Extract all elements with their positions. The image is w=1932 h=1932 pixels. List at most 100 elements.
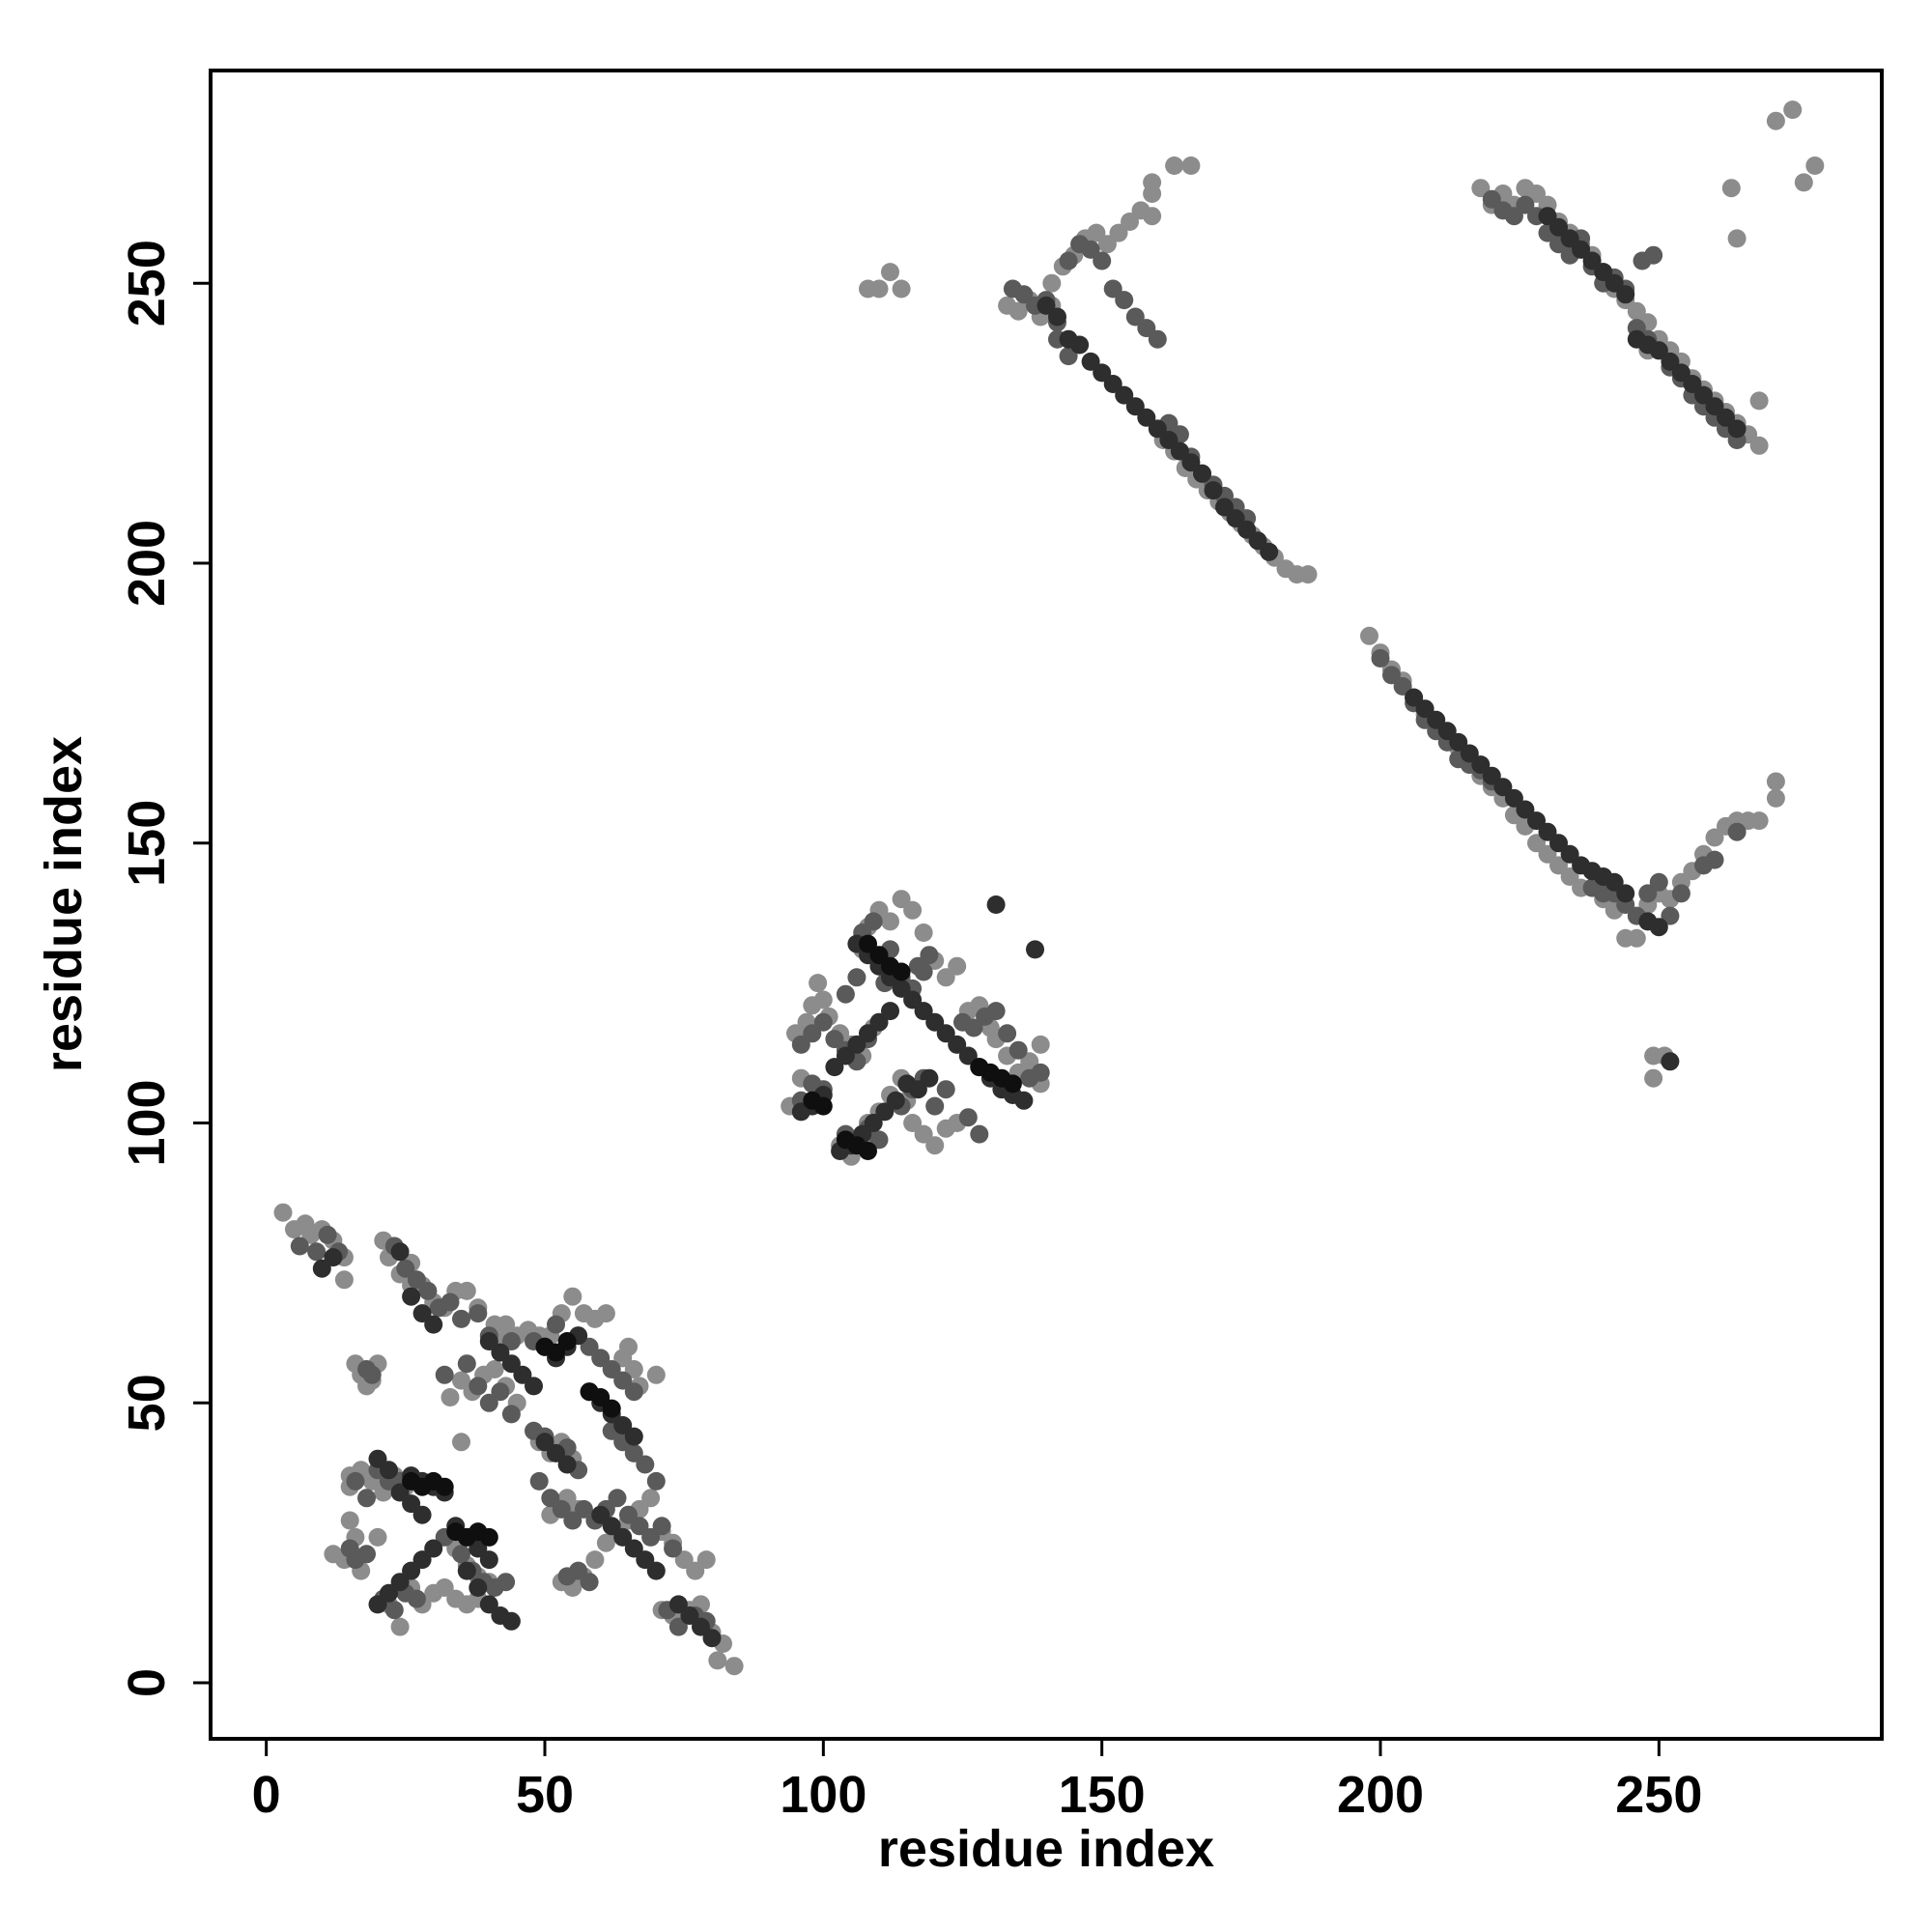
y-tick-label: 100: [118, 1079, 176, 1166]
contact-point-light: [497, 1315, 516, 1334]
contact-point-dark: [1582, 251, 1602, 270]
contact-point-dark: [1103, 375, 1122, 393]
contact-point-light: [1627, 928, 1646, 948]
contact-point-mid: [384, 1601, 404, 1620]
contact-point-light: [948, 956, 967, 976]
contact-point-light: [1009, 301, 1028, 321]
contact-point-dark: [380, 1461, 398, 1480]
y-tick-label: 150: [118, 800, 176, 887]
contact-point-dark: [368, 1449, 387, 1468]
contact-point-mid: [602, 1360, 621, 1378]
contact-point-dark: [1661, 1052, 1680, 1071]
contact-point-dark: [613, 1416, 633, 1435]
contact-point-black: [479, 1527, 498, 1547]
contact-point-black: [602, 1399, 621, 1418]
contact-point-mid: [1516, 195, 1535, 214]
contact-point-mid: [491, 1382, 510, 1402]
contact-point-dark: [424, 1539, 443, 1558]
contact-point-light: [1031, 1035, 1050, 1054]
contact-point-mid: [791, 1035, 810, 1054]
contact-point-mid: [1638, 884, 1658, 903]
contact-point-dark: [412, 1304, 432, 1323]
contact-point-black: [591, 1388, 611, 1406]
contact-point-mid: [469, 1304, 488, 1323]
contact-point-dark: [557, 1455, 577, 1474]
contact-point-dark: [479, 1550, 498, 1570]
contact-point-light: [1538, 844, 1557, 864]
contact-point-mid: [1504, 207, 1523, 226]
x-axis: 0 50 100 150 200 250: [252, 1739, 1702, 1824]
contact-point-light: [485, 1360, 504, 1378]
contact-point-dark: [1549, 217, 1568, 237]
contact-point-dark: [624, 1427, 643, 1446]
contact-point-dark: [591, 1505, 611, 1524]
contact-point-mid: [1081, 240, 1100, 259]
contact-point-dark: [1616, 285, 1635, 304]
contact-point-light: [1766, 788, 1785, 808]
contact-point-mid: [936, 1080, 955, 1099]
contact-point-mid: [396, 1259, 415, 1278]
contact-point-mid: [813, 1012, 833, 1032]
contact-point-light: [596, 1304, 615, 1323]
contact-point-dark: [986, 895, 1006, 914]
contact-point-dark: [1594, 263, 1613, 282]
contact-point-dark: [457, 1561, 476, 1580]
contact-point-light: [1705, 828, 1724, 847]
contact-point-light: [619, 1337, 638, 1356]
contact-point-dark: [646, 1561, 666, 1580]
points-layer: [273, 100, 1825, 1676]
contact-point-dark: [702, 1629, 722, 1648]
contact-point-mid: [964, 1018, 983, 1037]
contact-point-mid: [869, 1130, 889, 1150]
contact-point-black: [557, 1332, 577, 1350]
contact-point-dark: [624, 1539, 643, 1558]
contact-point-mid: [1393, 677, 1412, 696]
contact-point-mid: [435, 1365, 454, 1384]
contact-point-black: [859, 934, 877, 953]
contact-point-dark: [875, 1102, 895, 1122]
contact-point-dark: [825, 1058, 844, 1077]
contact-point-dark: [908, 1080, 927, 1099]
x-tick-label: 150: [1059, 1766, 1146, 1824]
contact-point-mid: [418, 1281, 438, 1300]
contact-point-black: [1003, 1074, 1022, 1094]
contact-point-mid: [1014, 285, 1034, 304]
contact-point-dark: [491, 1343, 510, 1362]
contact-point-light: [724, 1657, 744, 1676]
contact-point-dark: [1115, 385, 1134, 405]
contact-point-dark: [1226, 509, 1245, 528]
contact-point-dark: [1437, 722, 1457, 741]
contact-point-light: [1298, 565, 1318, 584]
contact-point-dark: [948, 1035, 967, 1054]
contact-point-mid: [608, 1489, 627, 1508]
contact-point-dark: [1248, 531, 1267, 551]
contact-point-dark: [925, 1012, 945, 1032]
contact-point-dark: [424, 1315, 443, 1334]
contact-point-light: [646, 1365, 666, 1384]
contact-point-dark: [903, 990, 923, 1009]
contact-point-dark: [380, 1583, 398, 1603]
contact-point-light: [624, 1360, 643, 1378]
contact-point-dark: [312, 1259, 331, 1278]
contact-point-mid: [346, 1471, 365, 1491]
contact-point-mid: [452, 1309, 470, 1328]
contact-point-mid: [563, 1511, 582, 1530]
contact-point-mid: [1727, 822, 1747, 841]
contact-point-dark: [469, 1539, 488, 1558]
contact-point-black: [435, 1477, 454, 1496]
contact-point-light: [457, 1281, 476, 1300]
contact-point-light: [1560, 867, 1579, 886]
contact-point-light: [914, 923, 933, 942]
contact-point-light: [273, 1203, 293, 1222]
contact-point-mid: [307, 1242, 327, 1262]
contact-point-dark: [479, 1595, 498, 1614]
contact-point-dark: [613, 1527, 633, 1547]
contact-point-dark: [1237, 520, 1257, 539]
contact-point-mid: [986, 1002, 1006, 1021]
contact-point-light: [1805, 156, 1825, 175]
contact-point-light: [1527, 834, 1546, 853]
contact-point-light: [1644, 1068, 1663, 1088]
contact-point-mid: [1649, 872, 1668, 892]
contact-point-light: [1766, 111, 1785, 130]
contact-point-mid: [457, 1354, 476, 1374]
